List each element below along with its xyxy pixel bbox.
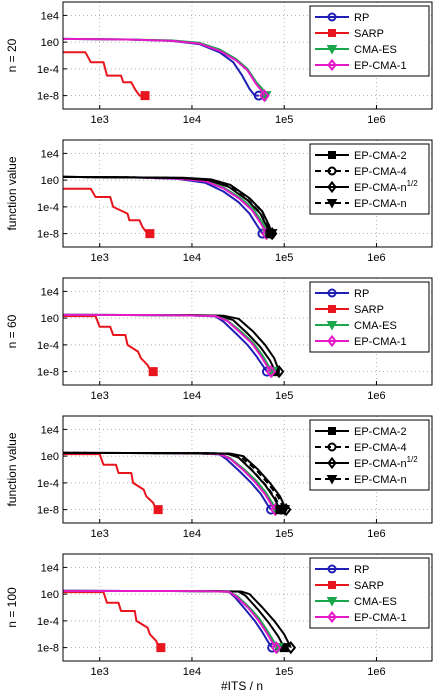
legend-label: EP-CMA-4: [354, 442, 407, 454]
y-tick-label: 1e0: [41, 175, 59, 187]
x-tick-label: 1e6: [367, 666, 385, 678]
chart-panel-1: 1e3 1e4 1e5 1e6 1e4 1e0 1e-4 1e-8 n = 20 RP SARP CM…: [5, 2, 432, 126]
x-tick-label: 1e5: [275, 252, 293, 264]
legend-label: EP-CMA-1: [354, 60, 407, 72]
y-tick-label: 1e-4: [37, 202, 59, 214]
panels: 1e3 1e4 1e5 1e6 1e4 1e0 1e-4 1e-8 n = 20 RP SARP CM…: [5, 2, 432, 678]
x-axis-label: #ITS / n: [221, 679, 263, 693]
y-tick-label: 1e4: [41, 562, 59, 574]
legend: RP SARP CMA-ES EP-CMA-1: [310, 558, 429, 628]
x-tick-label: 1e4: [183, 390, 201, 402]
legend-label: SARP: [354, 28, 384, 40]
legend-label: EP-CMA-1: [354, 336, 407, 348]
legend-label: RP: [354, 564, 369, 576]
chart-panel-3: 1e3 1e4 1e5 1e6 1e4 1e0 1e-4 1e-8 n = 60 RP SARP CM…: [5, 278, 432, 402]
legend: RP SARP CMA-ES EP-CMA-1: [310, 6, 429, 76]
legend-marker: [329, 306, 336, 313]
y-tick-label: 1e-4: [37, 616, 59, 628]
chart-panel-4: 1e3 1e4 1e5 1e6 1e4 1e0 1e-4 1e-8 function value…: [5, 416, 432, 540]
legend-label: SARP: [354, 304, 384, 316]
legend-label-superscript: 1/2: [407, 179, 419, 188]
x-tick-label: 1e3: [91, 666, 109, 678]
legend: EP-CMA-2 EP-CMA-4EP-CMA-n1/2 EP-CMA-n: [310, 144, 429, 214]
y-tick-label: 1e-8: [37, 367, 59, 379]
x-tick-label: 1e5: [275, 666, 293, 678]
y-axis-label: function value: [5, 156, 19, 230]
y-tick-label: 1e-4: [37, 340, 59, 352]
x-tick-label: 1e3: [91, 528, 109, 540]
x-tick-label: 1e4: [183, 114, 201, 126]
y-axis-label: n = 20: [5, 38, 19, 72]
y-tick-label: 1e-4: [37, 478, 59, 490]
series-end-marker-sarp: [146, 230, 154, 238]
x-tick-label: 1e4: [183, 528, 201, 540]
x-tick-label: 1e3: [91, 252, 109, 264]
legend-label: EP-CMA-4: [354, 166, 407, 178]
y-axis-label: n = 100: [5, 587, 19, 628]
legend-label: EP-CMA-2: [354, 150, 407, 162]
legend-label: EP-CMA-n: [354, 474, 407, 486]
x-tick-label: 1e5: [275, 528, 293, 540]
legend-marker: [329, 152, 336, 159]
x-tick-label: 1e5: [275, 390, 293, 402]
legend: EP-CMA-2 EP-CMA-4EP-CMA-n1/2 EP-CMA-n: [310, 420, 429, 490]
x-tick-label: 1e3: [91, 114, 109, 126]
legend-label: EP-CMA-n: [354, 198, 407, 210]
legend-marker: [329, 30, 336, 37]
legend-label: CMA-ES: [354, 320, 397, 332]
y-tick-label: 1e0: [41, 313, 59, 325]
y-axis-label: function value: [5, 432, 19, 506]
y-tick-label: 1e4: [41, 10, 59, 22]
y-tick-label: 1e-8: [37, 229, 59, 241]
x-tick-label: 1e6: [367, 528, 385, 540]
y-axis-label: n = 60: [5, 314, 19, 348]
y-tick-label: 1e0: [41, 451, 59, 463]
legend-label-superscript: 1/2: [407, 455, 419, 464]
series-end-marker-sarp: [149, 368, 157, 376]
legend-label: CMA-ES: [354, 596, 397, 608]
x-tick-label: 1e6: [367, 390, 385, 402]
series-end-marker-sarp: [157, 644, 165, 652]
legend-label: RP: [354, 288, 369, 300]
series-end-marker-sarp: [154, 506, 162, 514]
legend-label: EP-CMA-2: [354, 426, 407, 438]
x-tick-label: 1e6: [367, 114, 385, 126]
legend-marker: [329, 428, 336, 435]
y-tick-label: 1e4: [41, 148, 59, 160]
y-tick-label: 1e-8: [37, 91, 59, 103]
y-tick-label: 1e-4: [37, 64, 59, 76]
x-tick-label: 1e3: [91, 390, 109, 402]
x-tick-label: 1e5: [275, 114, 293, 126]
legend-label: CMA-ES: [354, 44, 397, 56]
x-tick-label: 1e4: [183, 666, 201, 678]
legend-marker: [329, 582, 336, 589]
legend-label: EP-CMA-1: [354, 612, 407, 624]
x-tick-label: 1e4: [183, 252, 201, 264]
y-tick-label: 1e4: [41, 286, 59, 298]
y-tick-label: 1e-8: [37, 505, 59, 517]
legend-label: RP: [354, 12, 369, 24]
chart-panel-2: 1e3 1e4 1e5 1e6 1e4 1e0 1e-4 1e-8 function value…: [5, 140, 432, 264]
legend-label: SARP: [354, 580, 384, 592]
chart-panel-5: 1e3 1e4 1e5 1e6 1e4 1e0 1e-4 1e-8 n = 100 RP SARP C…: [5, 554, 432, 678]
y-tick-label: 1e4: [41, 424, 59, 436]
y-tick-label: 1e0: [41, 589, 59, 601]
y-tick-label: 1e-8: [37, 643, 59, 655]
series-end-marker-sarp: [141, 92, 149, 100]
x-tick-label: 1e6: [367, 252, 385, 264]
y-tick-label: 1e0: [41, 37, 59, 49]
legend: RP SARP CMA-ES EP-CMA-1: [310, 282, 429, 352]
